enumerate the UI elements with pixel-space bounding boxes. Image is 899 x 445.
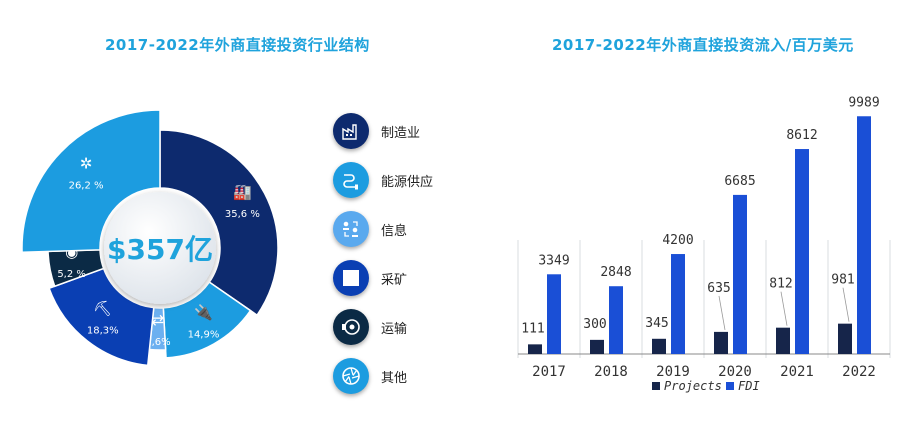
donut-slice-5 xyxy=(21,109,161,253)
projects-data-label: 812 xyxy=(769,277,792,292)
fdi-bar xyxy=(547,274,561,354)
legend-swatch xyxy=(333,113,369,149)
legend-swatch xyxy=(726,382,734,390)
donut-slice-label: 26,2 % xyxy=(69,180,104,191)
label-leader xyxy=(718,295,726,330)
right-chart-title: 2017-2022年外商直接投资流入/百万美元 xyxy=(552,36,854,54)
donut-slice-label: 18,3% xyxy=(87,325,119,336)
factory-icon xyxy=(342,124,357,140)
legend-swatch xyxy=(333,358,369,394)
donut-slice-label: 14,9% xyxy=(188,330,220,341)
plug-icon: 🔌 xyxy=(194,304,213,322)
legend-label: 制造业 xyxy=(381,126,421,141)
projects-bar xyxy=(528,344,542,354)
fdi-bar xyxy=(795,149,809,354)
label-leader xyxy=(842,287,850,322)
projects-data-label: 981 xyxy=(831,273,854,288)
x-tick-label: 2017 xyxy=(532,364,566,380)
projects-bar xyxy=(776,327,790,354)
fdi-bar xyxy=(609,286,623,354)
fdi-bar xyxy=(671,254,685,354)
donut-slice-label: 5,2 % xyxy=(57,269,86,280)
legend-swatch xyxy=(333,211,369,247)
fdi-data-label: 3349 xyxy=(538,253,569,268)
aperture-icon: ✲ xyxy=(80,154,93,172)
projects-data-label: 300 xyxy=(583,317,606,332)
fdi-data-label: 6685 xyxy=(724,174,755,189)
legend-swatch xyxy=(333,260,369,296)
legend-label: 信息 xyxy=(381,224,408,239)
donut-slice-3 xyxy=(48,267,155,367)
people-exchange-icon: ⇄ xyxy=(152,311,165,329)
legend-label: 运输 xyxy=(381,322,408,337)
factory-icon: 🏭 xyxy=(233,183,252,201)
left-chart-title: 2017-2022年外商直接投资行业结构 xyxy=(105,36,370,54)
donut-slice-1 xyxy=(162,281,252,359)
projects-data-label: 111 xyxy=(521,321,544,336)
legend-label: FDI xyxy=(738,379,760,393)
legend-swatch xyxy=(652,382,660,390)
x-tick-label: 2020 xyxy=(718,364,752,380)
donut-slice-label: 35,6 % xyxy=(225,209,260,220)
projects-data-label: 345 xyxy=(645,316,668,331)
fdi-bar-chart: 3349 111 2017 2848 300 2018 4200 345 2019 6685 635… xyxy=(517,95,891,393)
industry-donut-chart: 🏭35,6 %🔌14,9%⇄2,6%⛏18,3%◉5,2 %✲26,2 %$35… xyxy=(21,109,279,367)
donut-center-value: $357亿 xyxy=(107,233,213,266)
x-tick-label: 2021 xyxy=(780,364,814,380)
bar-legend: Projects FDI xyxy=(652,379,760,393)
fdi-data-label: 2848 xyxy=(600,265,631,280)
x-tick-label: 2019 xyxy=(656,364,690,380)
legend-swatch xyxy=(333,309,369,345)
projects-bar xyxy=(714,331,728,354)
people-exchange-icon xyxy=(343,221,358,237)
legend-label: Projects xyxy=(664,379,722,393)
fdi-data-label: 8612 xyxy=(786,128,817,143)
projects-data-label: 635 xyxy=(707,281,730,296)
turbine-icon xyxy=(342,319,360,335)
fdi-bar xyxy=(857,116,871,354)
donut-slice-label: 2,6% xyxy=(145,337,170,348)
x-tick-label: 2022 xyxy=(842,364,876,380)
legend-swatch xyxy=(333,162,369,198)
projects-bar xyxy=(838,323,852,354)
legend-label: 能源供应 xyxy=(381,175,434,190)
legend-label: 采矿 xyxy=(381,273,408,288)
legend-label: 其他 xyxy=(381,371,408,386)
fdi-data-label: 4200 xyxy=(662,233,693,248)
plug-icon xyxy=(343,174,358,190)
pickaxe-icon: ⛏ xyxy=(93,299,112,317)
fdi-data-label: 9989 xyxy=(848,95,879,110)
fdi-bar xyxy=(733,194,747,354)
square-icon xyxy=(343,270,359,286)
donut-center xyxy=(104,192,216,304)
projects-bar xyxy=(590,339,604,354)
label-leader xyxy=(780,291,788,326)
donut-slice-0 xyxy=(159,129,279,317)
projects-bar xyxy=(652,338,666,354)
x-tick-label: 2018 xyxy=(594,364,628,380)
aperture-icon xyxy=(342,367,360,385)
